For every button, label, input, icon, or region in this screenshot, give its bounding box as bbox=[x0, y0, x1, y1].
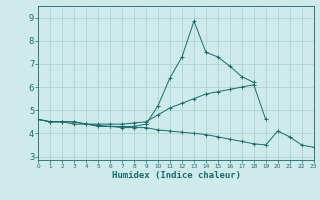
X-axis label: Humidex (Indice chaleur): Humidex (Indice chaleur) bbox=[111, 171, 241, 180]
